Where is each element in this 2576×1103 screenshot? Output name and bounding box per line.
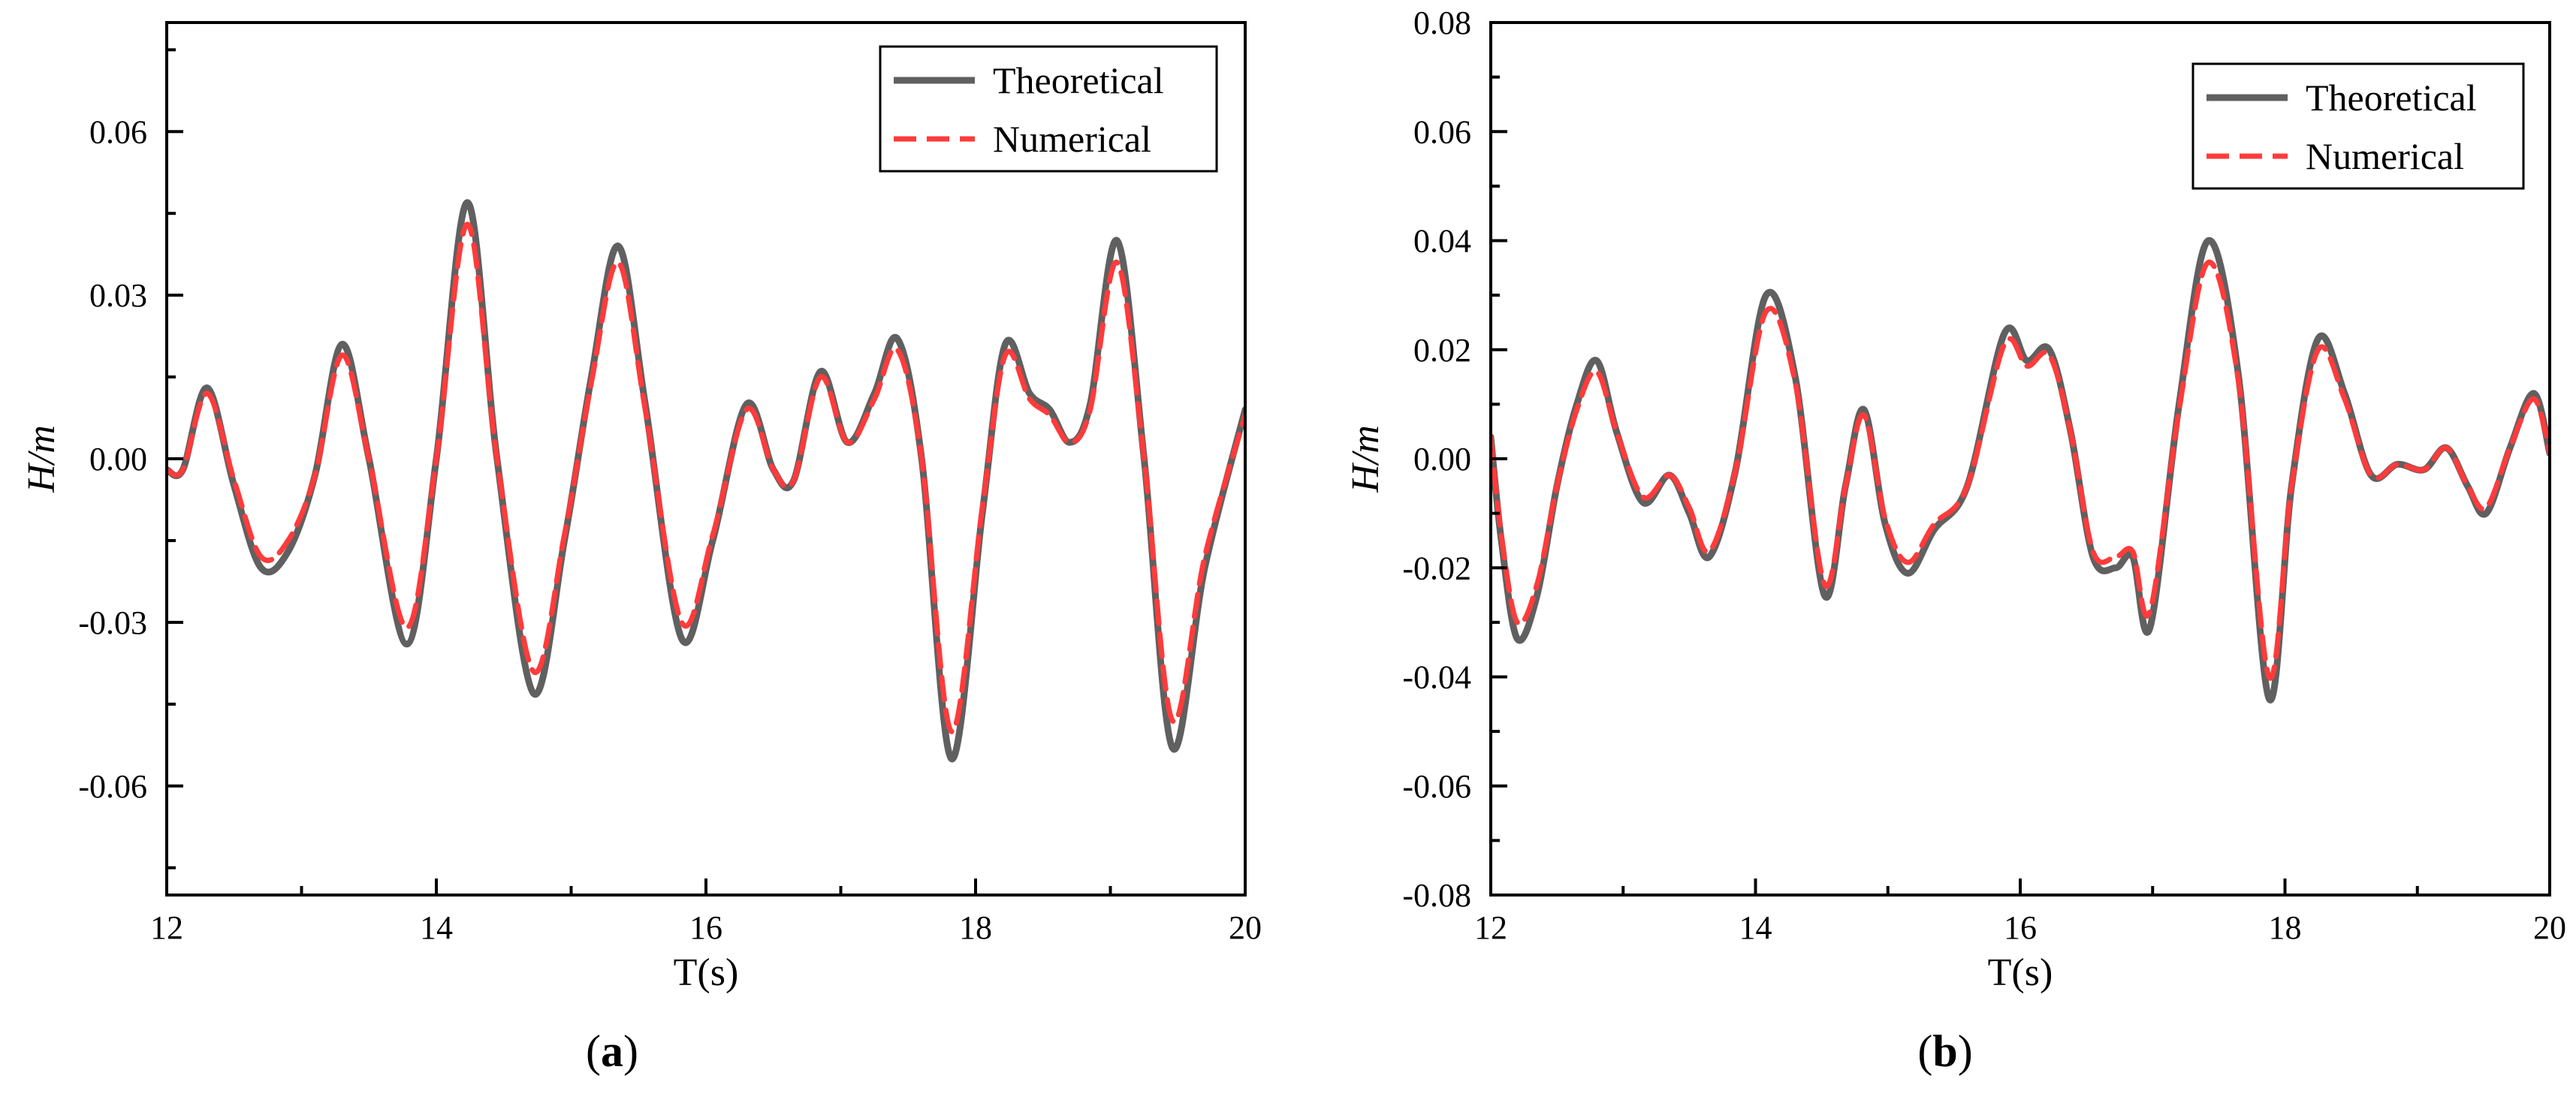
y-tick-label: 0.06 [1413,113,1471,150]
y-tick-label: -0.06 [78,768,147,805]
x-tick-label: 12 [1474,909,1507,946]
panel-label-b: (b) [1917,1026,1972,1076]
y-tick-label: -0.04 [1402,659,1471,696]
x-tick-label: 14 [420,909,453,946]
series-line-numerical [1491,259,2550,681]
x-tick-label: 18 [2269,909,2302,946]
y-tick-label: -0.03 [78,604,147,641]
x-tick-label: 12 [150,909,183,946]
legend-label-numerical: Numerical [2306,135,2464,177]
chart-panel-a: 12 14 16 18 20 -0.06 -0.03 0.00 0.03 0.06 T(s) H/m T… [20,21,1262,994]
y-tick-label: 0.06 [89,113,147,150]
chart-panel-b: 12 14 16 18 20 -0.08 -0.06 -0.04 -0.02 0.00 0.02 0.… [1344,5,2566,994]
legend: Theoretical Numerical [2191,62,2525,190]
y-tick-label: -0.02 [1402,550,1471,586]
x-tick-label: 16 [2004,909,2037,946]
panel-label-a: (a) [586,1026,638,1076]
y-tick-label: 0.08 [1413,5,1471,41]
x-tick-label: 16 [689,909,722,946]
y-axis-title: H/m [1344,425,1387,493]
legend-label-theoretical: Theoretical [993,59,1164,101]
y-tick-label: 0.00 [89,441,147,478]
y-axis-title: H/m [20,425,63,493]
y-tick-label: 0.04 [1413,223,1471,260]
x-tick-label: 18 [959,909,992,946]
x-tick-label: 20 [1229,909,1262,946]
y-tick-label: 0.03 [89,277,147,314]
series-line-numerical [167,222,1245,734]
series-line-theoretical [167,199,1245,762]
legend-label-theoretical: Theoretical [2306,77,2477,119]
legend: Theoretical Numerical [879,45,1218,173]
y-tick-label: 0.02 [1413,332,1471,369]
y-tick-label: 0.00 [1413,441,1471,478]
x-tick-label: 20 [2533,909,2566,946]
y-tick-label: -0.06 [1402,768,1471,805]
x-axis-title: T(s) [1988,951,2053,994]
x-axis-title: T(s) [674,951,739,994]
x-tick-label: 14 [1739,909,1772,946]
legend-label-numerical: Numerical [993,118,1151,160]
y-tick-label: -0.08 [1402,877,1471,914]
